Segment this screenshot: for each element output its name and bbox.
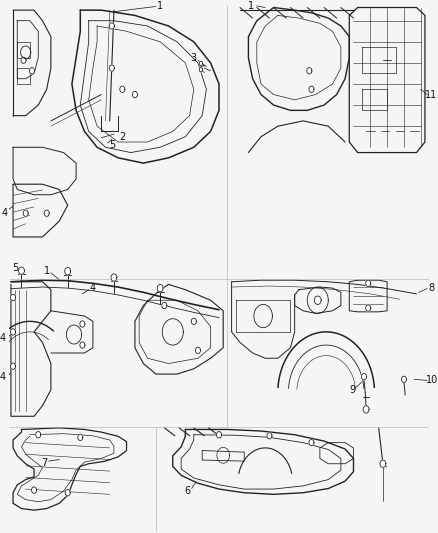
Polygon shape <box>65 268 71 275</box>
Polygon shape <box>78 434 83 441</box>
Polygon shape <box>216 432 222 438</box>
Polygon shape <box>23 210 28 216</box>
Polygon shape <box>401 376 406 383</box>
Text: 1: 1 <box>157 2 163 11</box>
Text: 11: 11 <box>425 90 438 100</box>
Polygon shape <box>120 86 125 92</box>
Text: 4: 4 <box>2 208 8 218</box>
Text: 7: 7 <box>42 458 48 467</box>
Text: 6: 6 <box>184 486 191 496</box>
Text: 4: 4 <box>0 333 6 343</box>
Polygon shape <box>110 23 114 29</box>
Polygon shape <box>366 305 371 311</box>
Polygon shape <box>111 274 117 281</box>
Polygon shape <box>307 68 312 74</box>
Polygon shape <box>21 57 26 63</box>
Polygon shape <box>366 280 371 287</box>
Text: 4: 4 <box>90 283 96 293</box>
Polygon shape <box>361 374 367 380</box>
Text: 3: 3 <box>191 53 197 62</box>
Polygon shape <box>80 321 85 327</box>
Polygon shape <box>162 302 167 309</box>
Polygon shape <box>309 86 314 92</box>
Polygon shape <box>132 91 138 98</box>
Text: 1: 1 <box>44 266 50 276</box>
Polygon shape <box>191 318 196 325</box>
Polygon shape <box>11 294 16 301</box>
Polygon shape <box>36 432 41 438</box>
Text: 4: 4 <box>0 372 6 382</box>
Polygon shape <box>29 68 35 74</box>
Polygon shape <box>309 440 314 446</box>
Polygon shape <box>157 285 163 292</box>
Polygon shape <box>32 487 37 493</box>
Polygon shape <box>110 65 114 71</box>
Text: 1: 1 <box>247 1 254 11</box>
Polygon shape <box>18 267 25 274</box>
Polygon shape <box>380 460 386 467</box>
Polygon shape <box>44 210 49 216</box>
Text: 5: 5 <box>12 263 19 272</box>
Text: 2: 2 <box>119 132 125 142</box>
Text: 9: 9 <box>350 385 356 395</box>
Text: 5: 5 <box>109 140 115 150</box>
Polygon shape <box>65 490 70 496</box>
Polygon shape <box>80 342 85 348</box>
Polygon shape <box>195 347 201 353</box>
Polygon shape <box>199 68 203 72</box>
Polygon shape <box>267 433 272 439</box>
Polygon shape <box>314 296 321 304</box>
Text: 10: 10 <box>426 375 438 385</box>
Polygon shape <box>363 406 369 413</box>
Polygon shape <box>11 363 16 369</box>
Polygon shape <box>11 329 16 335</box>
Polygon shape <box>199 61 203 66</box>
Text: 8: 8 <box>428 282 434 293</box>
